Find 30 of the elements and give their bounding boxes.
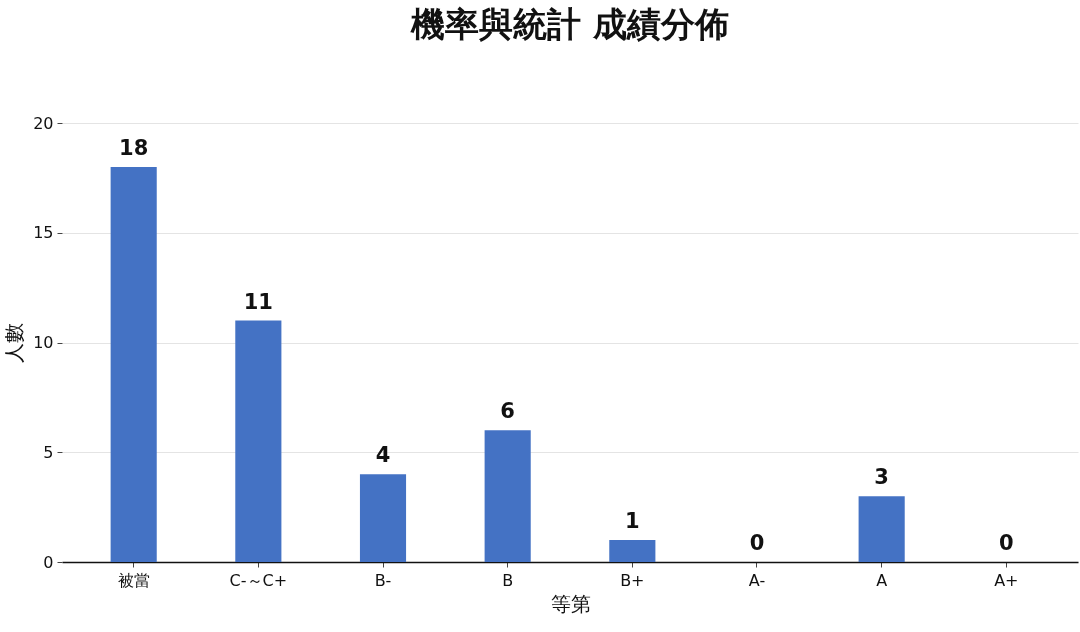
bar — [484, 430, 531, 562]
y-tick-label: 20 — [33, 113, 54, 133]
data-label: 0 — [749, 531, 765, 555]
data-label: 11 — [243, 289, 273, 314]
x-tick-label: C-～C+ — [229, 570, 288, 590]
x-axis-title: 等第 — [550, 591, 591, 616]
x-tick-label: B+ — [620, 570, 645, 590]
bar — [110, 166, 157, 562]
x-tick-label: A — [876, 570, 888, 590]
data-label: 6 — [500, 399, 515, 424]
data-label: 4 — [375, 443, 391, 468]
x-tick-label: A+ — [994, 570, 1019, 590]
data-label: 1 — [625, 509, 640, 534]
chart-title: 機率與統計 成績分佈 — [410, 4, 729, 44]
bar — [235, 320, 282, 562]
x-tick-label: 被當 — [117, 570, 150, 590]
bar — [858, 496, 905, 562]
data-label: 0 — [999, 531, 1014, 555]
y-tick-label: 15 — [33, 223, 54, 243]
data-label: 3 — [874, 465, 889, 490]
y-tick-label: 0 — [43, 552, 54, 572]
x-tick-label: B — [502, 570, 514, 590]
x-tick-label: B- — [374, 570, 392, 590]
bar — [359, 474, 407, 562]
bar — [609, 540, 656, 562]
y-tick-label: 10 — [33, 333, 54, 352]
data-label: 18 — [119, 135, 149, 160]
x-tick-label: A- — [748, 570, 766, 590]
y-tick-label: 5 — [43, 442, 54, 462]
y-axis-title: 人數 — [2, 323, 27, 363]
